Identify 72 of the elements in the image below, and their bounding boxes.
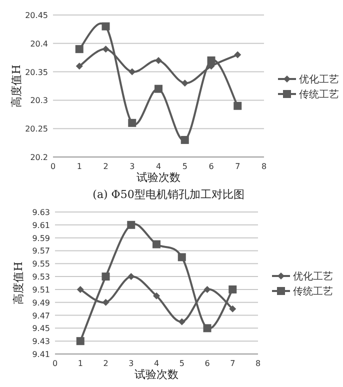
x-tick-label: 1 xyxy=(78,359,83,368)
point xyxy=(76,337,84,346)
point xyxy=(154,84,162,93)
point xyxy=(75,45,84,54)
point xyxy=(102,46,110,53)
y-tick-label: 20.4 xyxy=(30,39,48,48)
point xyxy=(178,318,186,326)
x-tick-label: 8 xyxy=(255,359,261,368)
x-axis-title: 试验次数 xyxy=(134,368,178,381)
x-tick-label: 6 xyxy=(208,162,214,171)
y-tick-label: 9.55 xyxy=(32,260,50,269)
point xyxy=(234,102,242,110)
point xyxy=(76,62,83,70)
point xyxy=(181,80,188,87)
legend-label: 优化工艺 xyxy=(299,74,339,86)
y-tick-label: 20.2 xyxy=(30,153,48,162)
point xyxy=(234,51,242,58)
x-tick-label: 7 xyxy=(235,162,240,171)
y-tick-label: 9.57 xyxy=(32,246,50,256)
y-tick-label: 20.25 xyxy=(25,124,48,134)
point xyxy=(128,118,136,127)
point xyxy=(229,305,236,312)
x-tick-label: 1 xyxy=(76,162,82,171)
point xyxy=(102,272,110,281)
point xyxy=(155,56,162,64)
x-tick-label: 7 xyxy=(230,359,236,368)
point xyxy=(128,273,135,280)
x-tick-label: 4 xyxy=(154,359,160,368)
x-tick-label: 3 xyxy=(128,359,134,368)
point xyxy=(102,298,110,306)
y-tick-label: 20.3 xyxy=(30,96,48,106)
x-tick-label: 5 xyxy=(182,162,188,171)
y-tick-label: 9.61 xyxy=(32,220,50,230)
y-tick-label: 9.41 xyxy=(32,350,50,359)
y-tick-label: 9.53 xyxy=(32,272,50,282)
y-tick-label: 9.51 xyxy=(32,285,50,294)
x-axis-title: 试验次数 xyxy=(136,171,180,184)
point xyxy=(178,253,186,262)
y-tick-label: 20.45 xyxy=(25,11,48,20)
point xyxy=(128,68,136,76)
x-tick-label: 4 xyxy=(156,162,162,171)
y-tick-label: 9.63 xyxy=(32,208,50,217)
point xyxy=(152,240,160,248)
point xyxy=(207,56,216,64)
y-tick-label: 9.49 xyxy=(32,298,50,308)
x-tick-label: 2 xyxy=(103,359,108,368)
x-tick-label: 2 xyxy=(103,162,108,171)
point xyxy=(153,292,160,300)
point xyxy=(204,286,211,293)
y-tick-label: 9.47 xyxy=(32,311,50,320)
y-axis-title: 高度值H xyxy=(10,64,23,108)
x-tick-label: 5 xyxy=(179,359,184,368)
x-tick-label: 6 xyxy=(204,359,210,368)
x-tick-label: 0 xyxy=(52,359,58,368)
point xyxy=(76,286,84,293)
y-tick-label: 9.59 xyxy=(32,234,50,243)
x-tick-label: 3 xyxy=(130,162,135,171)
legend-label: 传统工艺 xyxy=(293,286,333,298)
point xyxy=(228,285,237,294)
text: (a) Φ50型电机销孔加工对比图 xyxy=(92,188,244,201)
point xyxy=(102,22,110,30)
x-tick-label: 0 xyxy=(50,162,56,171)
y-tick-label: 20.35 xyxy=(25,68,48,77)
point xyxy=(127,220,136,229)
point xyxy=(203,324,212,332)
point xyxy=(180,136,189,144)
x-tick-label: 8 xyxy=(261,162,267,171)
legend-label: 传统工艺 xyxy=(299,88,339,100)
legend-label: 优化工艺 xyxy=(293,270,333,282)
y-tick-label: 9.43 xyxy=(32,337,50,346)
y-tick-label: 9.45 xyxy=(32,324,50,334)
y-axis-title: 高度值H xyxy=(12,262,25,304)
